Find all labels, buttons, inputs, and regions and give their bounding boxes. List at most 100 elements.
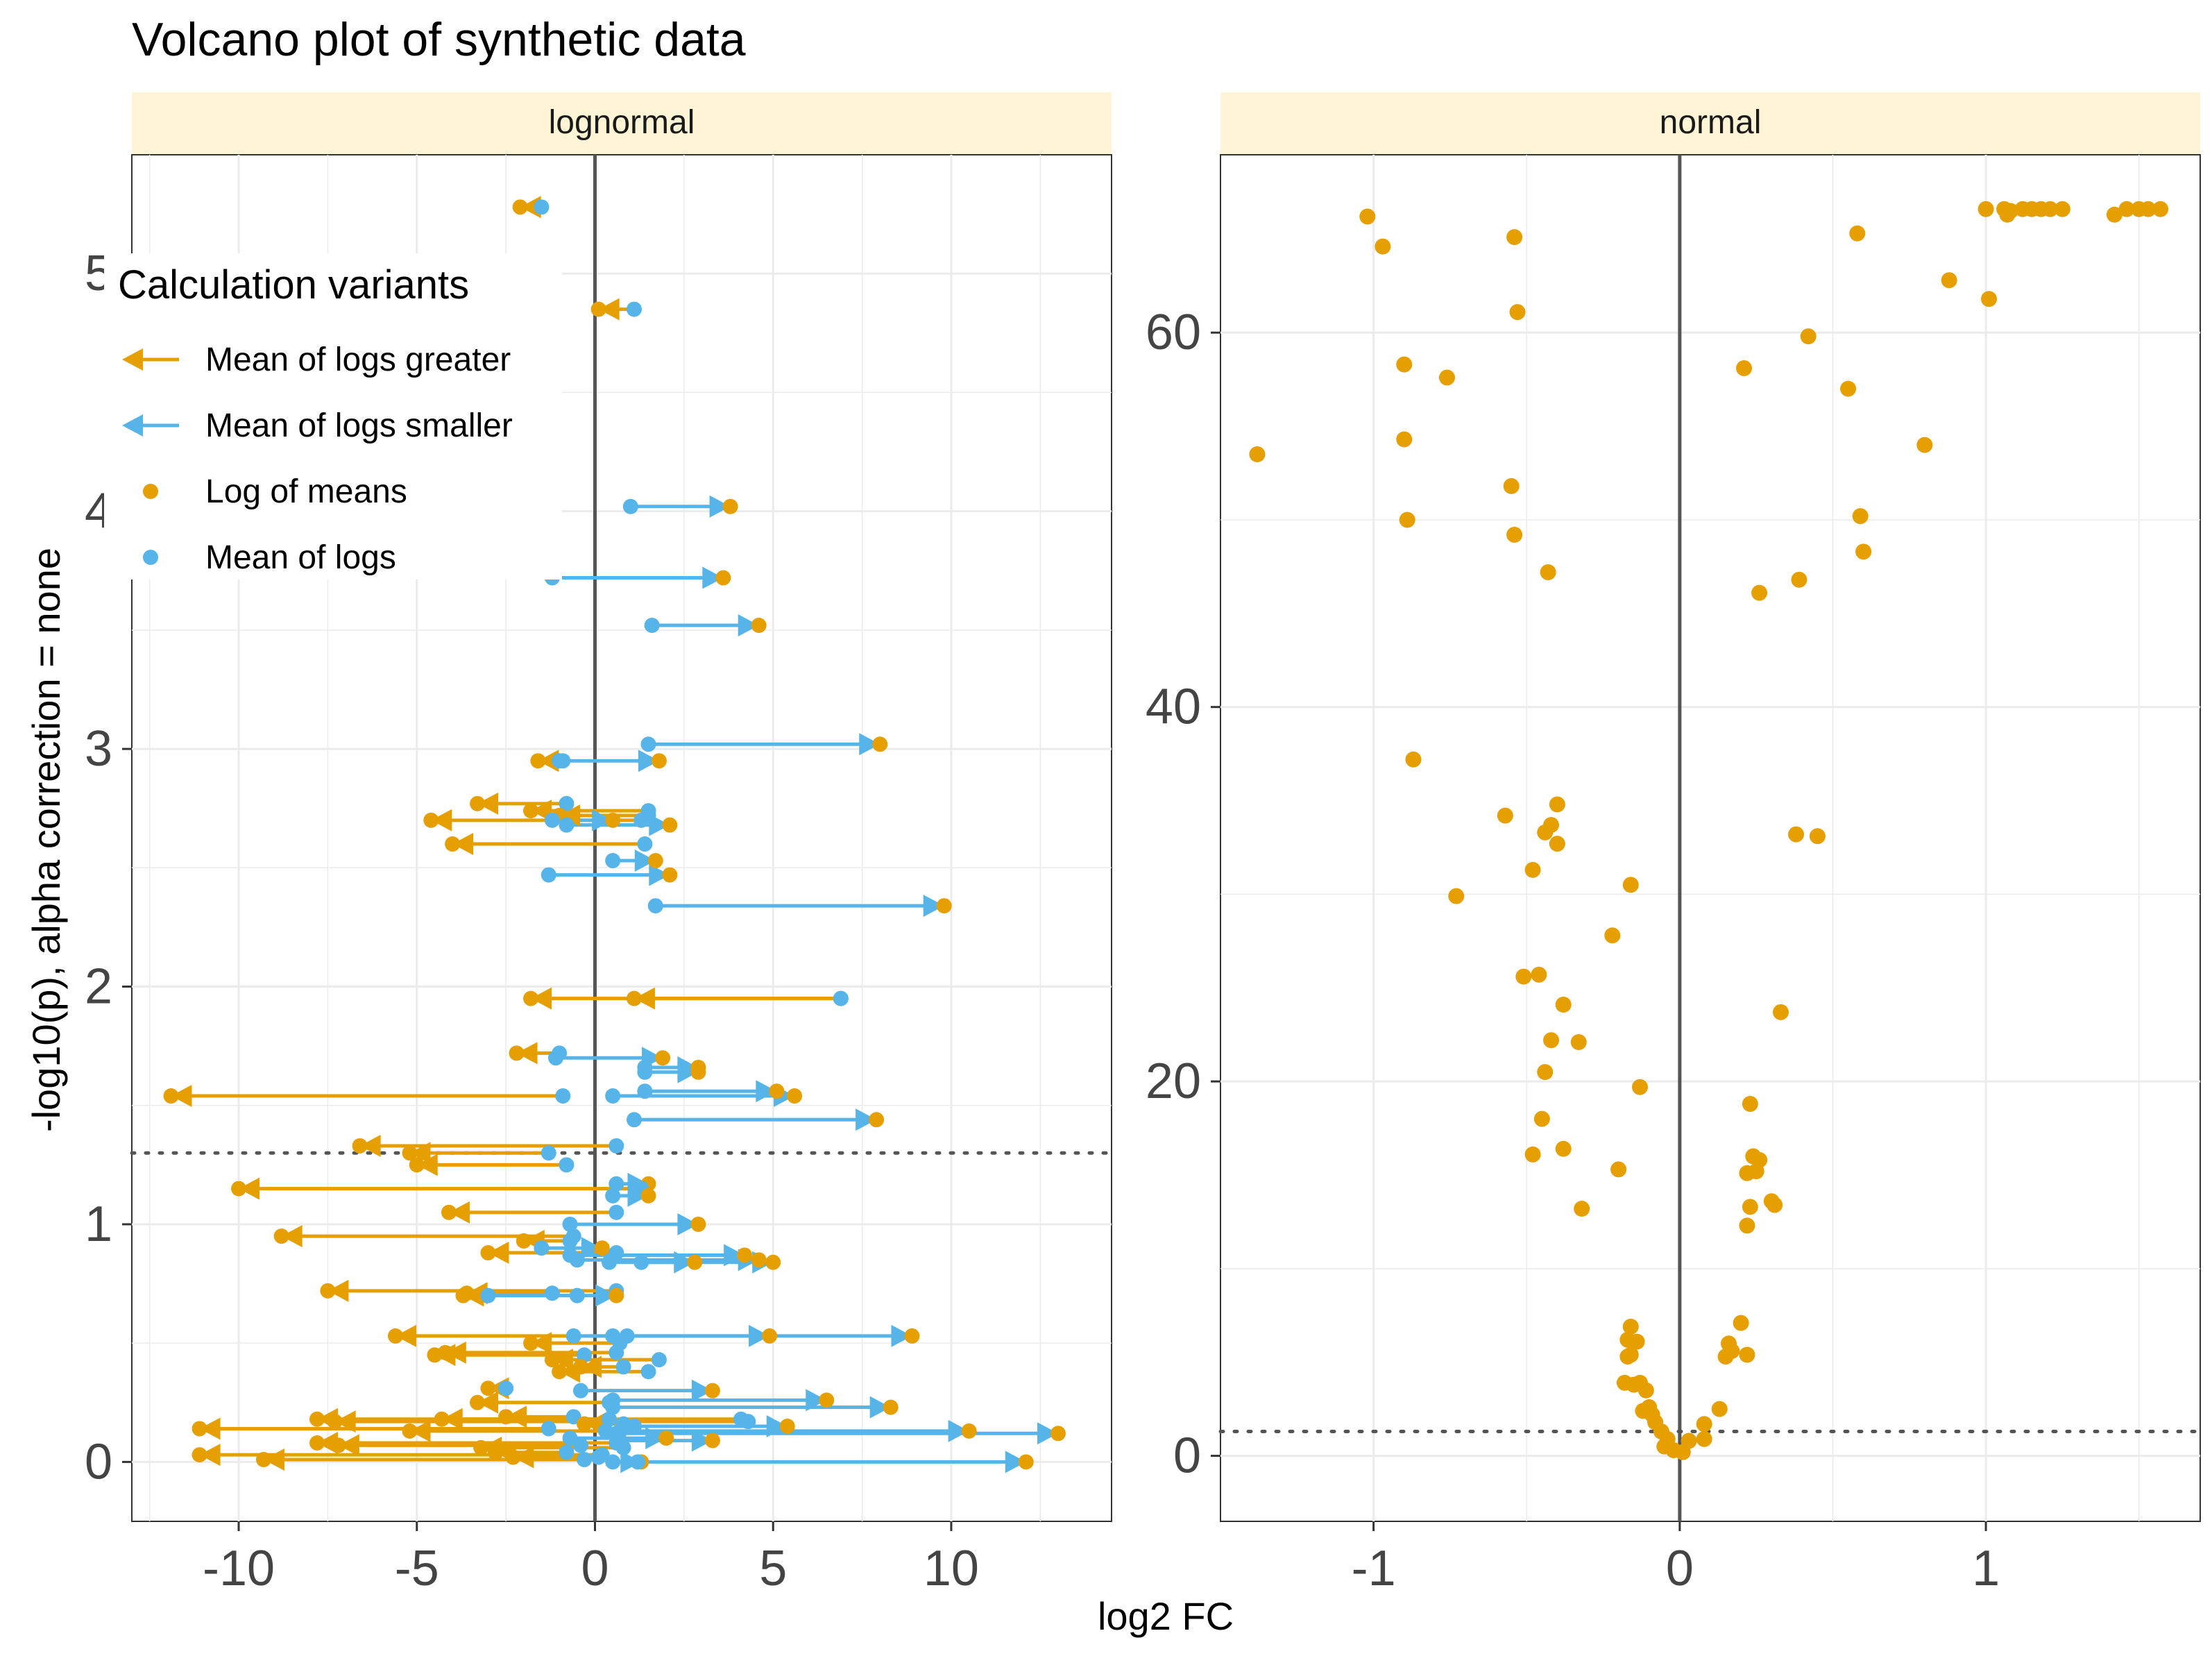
point-normal-15 <box>1515 968 1532 985</box>
arrowhead-55 <box>552 1349 573 1371</box>
legend-item-mean-of-logs-greater: Mean of logs greater <box>122 341 511 378</box>
arrowhead-34 <box>627 1184 649 1207</box>
point-normal-77 <box>1840 380 1857 397</box>
point-mean-of-logs-81 <box>577 1451 593 1467</box>
point-log-of-means-6 <box>872 736 888 752</box>
point-normal-59 <box>1724 1343 1740 1360</box>
y-tick-label-normal-4: 60 <box>1146 305 1201 360</box>
point-log-of-means-60 <box>819 1392 835 1408</box>
y-tick-label-normal-2: 20 <box>1146 1054 1201 1109</box>
arrowhead-8 <box>638 750 659 772</box>
arrowhead-73 <box>645 1427 667 1450</box>
arrowhead-7 <box>538 750 559 772</box>
point-log-of-means-48 <box>609 1287 624 1303</box>
point-log-of-means-58 <box>480 1380 496 1396</box>
arrowhead-16 <box>634 850 656 872</box>
point-log-of-means-30 <box>402 1145 418 1161</box>
point-log-of-means-25 <box>163 1088 179 1104</box>
point-log-of-means-47 <box>455 1287 471 1303</box>
point-mean-of-logs-25 <box>555 1088 571 1104</box>
arrowhead-61 <box>477 1391 499 1414</box>
arrowhead-45 <box>327 1279 349 1302</box>
arrowhead-18 <box>923 895 944 918</box>
point-mean-of-logs-44 <box>602 1254 618 1270</box>
point-log-of-means-57 <box>552 1364 568 1380</box>
point-mean-of-logs-82 <box>605 1454 621 1470</box>
point-mean-of-logs-12 <box>633 812 649 828</box>
point-log-of-means-34 <box>640 1188 656 1203</box>
x-tick-label-normal-1: -1 <box>1352 1541 1396 1596</box>
arrowhead-9 <box>477 792 499 815</box>
point-log-of-means-64 <box>309 1411 325 1427</box>
point-log-of-means-27 <box>787 1088 803 1104</box>
point-normal-9 <box>1448 888 1465 904</box>
point-mean-of-logs-13 <box>544 812 560 828</box>
point-normal-22 <box>1543 817 1560 834</box>
point-mean-of-logs-17 <box>541 867 556 883</box>
arrowhead-31 <box>416 1154 438 1176</box>
point-log-of-means-26 <box>769 1083 785 1099</box>
x-tick-label-lognormal-5: 10 <box>924 1541 979 1596</box>
arrowhead-37 <box>281 1225 303 1248</box>
x-ticks-lognormal: -10 -5 0 5 10 <box>203 1541 979 1596</box>
point-log-of-means-51 <box>904 1328 920 1344</box>
arrowhead-35 <box>448 1201 470 1224</box>
arrowheads-lognormal <box>171 196 1058 1473</box>
point-normal-27 <box>1555 1140 1572 1157</box>
point-normal-37 <box>1628 1333 1645 1350</box>
arrowhead-74 <box>691 1429 713 1452</box>
point-log-of-means-35 <box>441 1204 457 1220</box>
point-log-of-means-28 <box>869 1112 885 1128</box>
point-mean-of-logs-31 <box>559 1157 575 1173</box>
point-log-of-means-72 <box>1050 1426 1066 1442</box>
point-normal-6 <box>1399 512 1415 528</box>
point-log-of-means-42 <box>751 1252 767 1268</box>
arrowhead-68 <box>766 1415 788 1438</box>
arrowhead-51 <box>891 1324 912 1347</box>
point-log-of-means-71 <box>961 1423 977 1439</box>
arrowhead-69 <box>199 1417 221 1440</box>
point-log-of-means-63 <box>498 1409 514 1425</box>
x-ticks-normal: -1 0 1 <box>1352 1541 2000 1596</box>
x-tick-label-normal-3: 1 <box>1972 1541 2000 1596</box>
point-mean-of-logs-47 <box>569 1287 585 1303</box>
point-mean-of-logs-27 <box>605 1088 621 1104</box>
point-log-of-means-20 <box>626 990 642 1006</box>
point-mean-of-logs-28 <box>626 1112 642 1128</box>
arrowhead-59 <box>691 1379 713 1402</box>
arrowhead-30 <box>409 1142 431 1165</box>
point-log-of-means-37 <box>273 1228 289 1244</box>
point-log-of-means-29 <box>352 1138 368 1154</box>
point-log-of-means-8 <box>651 753 667 769</box>
legend-item-log-of-means: Log of means <box>143 473 407 510</box>
point-mean-of-logs-36 <box>562 1216 578 1232</box>
arrowhead-40 <box>488 1242 509 1265</box>
point-normal-8 <box>1439 369 1456 386</box>
point-mean-of-logs-55 <box>651 1352 667 1368</box>
arrowhead-21 <box>516 1042 538 1065</box>
point-log-of-means-43 <box>765 1254 781 1270</box>
y-tick-label-lognormal-4: 3 <box>85 721 112 777</box>
arrowhead-63 <box>506 1405 527 1428</box>
arrowhead-50 <box>749 1324 770 1347</box>
legend-item-mean-of-logs: Mean of logs <box>143 539 396 576</box>
point-mean-of-logs-58 <box>498 1380 514 1396</box>
arrowhead-56 <box>580 1355 602 1378</box>
point-mean-of-logs-18 <box>647 898 663 914</box>
facet-strip-label-normal: normal <box>1660 104 1762 141</box>
point-normal-5 <box>1396 431 1413 448</box>
point-mean-of-logs-68 <box>626 1419 642 1435</box>
arrowhead-60 <box>806 1389 827 1412</box>
point-normal-16 <box>1524 861 1541 878</box>
point-normal-81 <box>1736 360 1753 376</box>
point-normal-69 <box>1751 584 1768 601</box>
point-mean-of-logs-30 <box>541 1145 556 1161</box>
point-log-of-means-24 <box>690 1064 706 1080</box>
point-log-of-means-38 <box>516 1233 531 1249</box>
point-log-of-means-65 <box>434 1411 450 1427</box>
x-tick-label-lognormal-3: 0 <box>581 1541 609 1596</box>
point-log-of-means-77 <box>473 1439 489 1455</box>
point-log-of-means-13 <box>605 812 621 828</box>
y-ticks-normal: 0 20 40 60 <box>1146 305 1201 1483</box>
point-mean-of-logs-59 <box>572 1383 588 1399</box>
